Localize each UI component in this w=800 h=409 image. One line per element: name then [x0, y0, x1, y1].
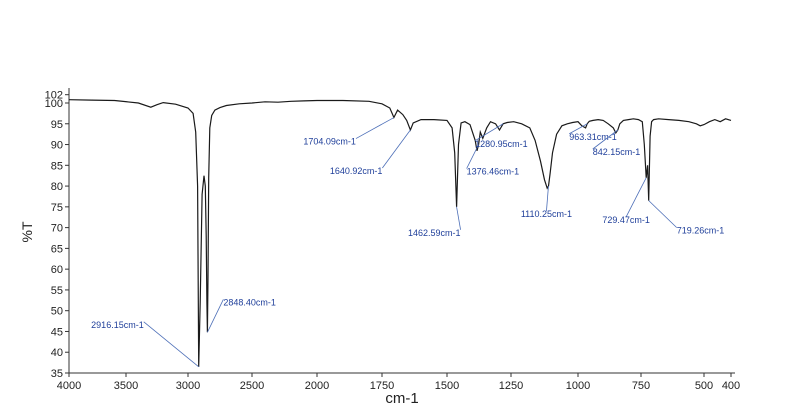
y-tick-label: 80	[51, 181, 63, 193]
x-tick-label: 500	[695, 380, 713, 392]
y-tick-label: 95	[51, 119, 63, 131]
x-tick-label: 1500	[435, 380, 459, 392]
peak-label: 1704.09cm-1	[303, 137, 356, 147]
series-layer	[68, 99, 732, 367]
y-tick-label: 65	[51, 243, 63, 255]
y-tick-label: 45	[51, 326, 63, 338]
peak-label: 842.15cm-1	[593, 147, 641, 157]
peak-leader-line	[456, 206, 461, 230]
y-tick-label: 35	[51, 368, 63, 380]
y-tick-label: 40	[51, 347, 63, 359]
y-tick-label: 75	[51, 202, 63, 214]
x-tick-label: 1250	[499, 380, 523, 392]
y-axis-label: %T	[19, 221, 35, 242]
peak-label: 963.31cm-1	[569, 132, 617, 142]
y-tick-label: 60	[51, 264, 63, 276]
peak-label: 1110.25cm-1	[521, 209, 572, 219]
peak-leader-line	[207, 299, 224, 333]
x-tick-label: 1750	[370, 380, 394, 392]
peak-leader-line	[546, 186, 549, 212]
peak-leader-line	[355, 117, 395, 139]
peak-leader-line	[474, 123, 504, 142]
peak-leader-line	[143, 321, 199, 368]
peak-leader-line	[382, 129, 411, 169]
x-axis-label: cm-1	[385, 390, 418, 407]
peak-label: 719.26cm-1	[677, 226, 725, 236]
peak-label: 729.47cm-1	[602, 215, 650, 225]
y-tick-label: 55	[51, 285, 63, 297]
y-tick-label: 50	[51, 306, 63, 318]
peak-leader-line	[648, 200, 678, 228]
spectrum-line	[68, 99, 732, 367]
peak-label: 2916.15cm-1	[91, 320, 144, 330]
peak-leader-line	[466, 144, 479, 169]
peak-label: 1462.59cm-1	[408, 228, 461, 238]
y-tick-label: 70	[51, 223, 63, 235]
y-tick-label: 100	[45, 98, 63, 110]
peak-leader-line	[569, 123, 588, 135]
x-tick-label: 2500	[240, 380, 264, 392]
x-tick-group: 4000 3500 3000 2500 2000 1750 1500 1250 1000 750 5…	[57, 373, 740, 392]
x-tick-label: 3000	[176, 380, 200, 392]
x-tick-label: 4000	[57, 380, 81, 392]
y-tick-label: 85	[51, 160, 63, 172]
y-tick-label: 102	[45, 90, 63, 102]
x-tick-label: 1000	[566, 380, 590, 392]
x-tick-label: 3500	[114, 380, 138, 392]
peak-label: 1640.92cm-1	[330, 166, 383, 176]
peak-leader-line	[592, 129, 619, 150]
peak-label: 1376.46cm-1	[467, 167, 520, 177]
plot-area	[68, 88, 735, 374]
annotation-layer: 2916.15cm-1 2848.40cm-1 1704.09cm-1 1640.92…	[91, 117, 725, 368]
y-tick-label: 90	[51, 140, 63, 152]
peak-label: 1280.95cm-1	[475, 139, 528, 149]
peak-leader-line	[625, 177, 647, 217]
peak-label: 2848.40cm-1	[223, 297, 276, 307]
x-tick-label: 750	[632, 380, 650, 392]
x-tick-label: 400	[722, 380, 740, 392]
x-tick-label: 2000	[305, 380, 329, 392]
